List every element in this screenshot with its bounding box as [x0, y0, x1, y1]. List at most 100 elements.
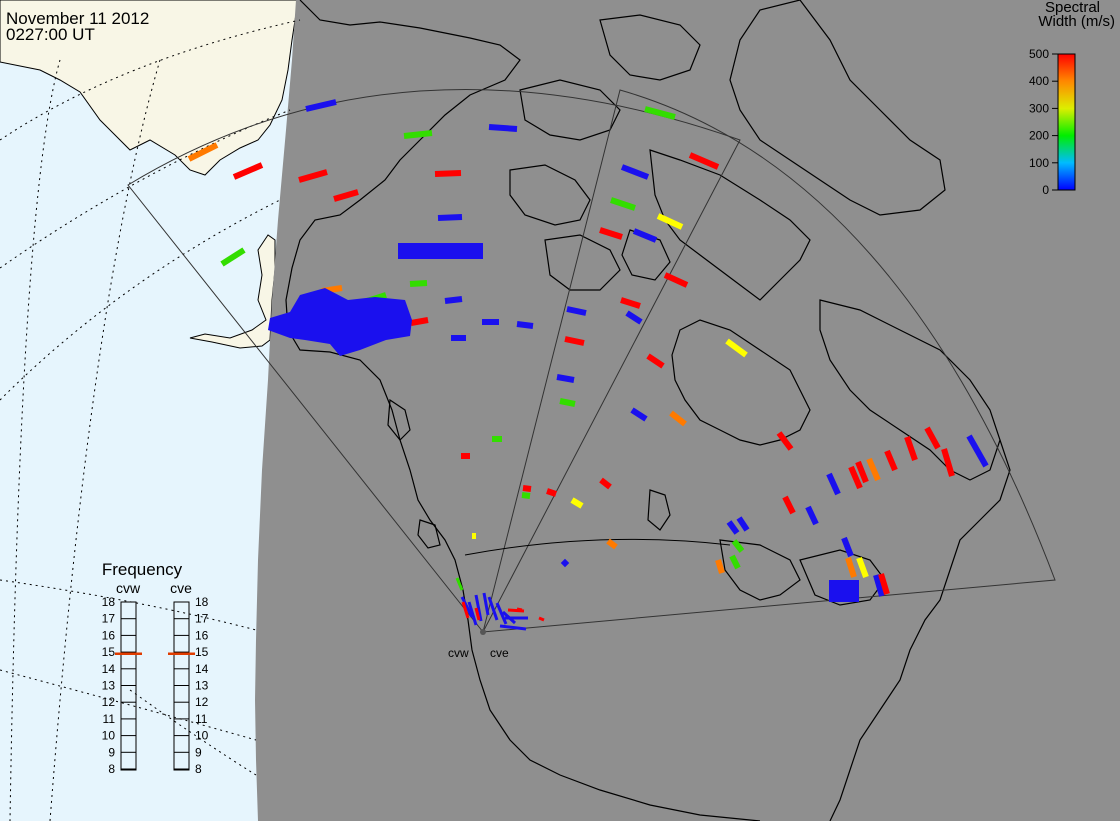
backscatter-echoes: [187, 99, 989, 631]
echo-bar: [298, 169, 328, 183]
echo-bar: [516, 321, 534, 329]
echo-bar: [437, 214, 463, 221]
colorbar-gradient: [1057, 53, 1076, 191]
echo-bar: [826, 472, 841, 496]
echo-bar: [566, 306, 587, 316]
frequency-scale-label: 8: [108, 762, 115, 776]
colorbar-title-line2: Width (m/s): [1038, 13, 1115, 30]
echo-near-range: [455, 577, 464, 591]
echo-bar: [403, 130, 433, 139]
echo-near-range: [467, 601, 478, 626]
west-coast-islands: [387, 398, 441, 549]
frequency-scale-label: 11: [195, 712, 208, 726]
echo-near-range: [538, 616, 545, 622]
echo-bar: [434, 170, 462, 177]
echo-bar: [559, 398, 576, 407]
echo-bar: [873, 574, 885, 597]
frequency-scale-label: 13: [102, 679, 116, 693]
echo-bar: [782, 495, 796, 515]
echo-bar: [878, 573, 890, 595]
echo-bar: [232, 162, 264, 180]
frequency-scale-label: 16: [102, 628, 116, 642]
frequency-scale-label: 11: [103, 712, 116, 726]
echo-bar: [630, 407, 648, 422]
frequency-scale-label: 14: [195, 662, 209, 676]
frequency-scale-label: 15: [195, 645, 209, 659]
colorbar-tick-label: 200: [1029, 129, 1049, 143]
echo-bar: [845, 557, 857, 578]
echo-bar: [805, 505, 819, 526]
frequency-scale-label: 15: [102, 645, 116, 659]
echo-bar: [333, 189, 359, 202]
coast-hudson-bay: [671, 319, 811, 446]
colorbar-tick-label: 500: [1029, 47, 1049, 61]
frequency-scale-label: 13: [195, 679, 209, 693]
echo-bar: [669, 410, 687, 427]
frequency-label-cve: cve: [170, 580, 192, 596]
echo-bar: [521, 492, 531, 499]
coast-baffin: [649, 149, 811, 301]
colorbar-tick-label: 0: [1042, 183, 1049, 197]
echo-bar: [564, 336, 585, 346]
land-day-siberia: [0, 0, 301, 176]
echo-bar: [848, 465, 863, 490]
echo-bar: [187, 142, 219, 162]
arctic-islands-4: [544, 234, 621, 291]
echo-bar: [726, 520, 740, 535]
site-label-cve: cve: [490, 646, 509, 660]
frequency-scale-label: 17: [102, 612, 116, 626]
echo-bar: [546, 488, 557, 497]
echo-bar: [855, 460, 869, 484]
echo-bar: [599, 477, 612, 490]
echo-near-range: [487, 596, 499, 621]
echo-bar: [841, 536, 854, 558]
coast-east-us: [829, 439, 1011, 821]
cve-fov: [482, 89, 1056, 633]
echo-bar: [620, 164, 650, 180]
echo-near-range: [499, 624, 527, 631]
echo-bar: [729, 554, 741, 570]
echo-bar: [444, 296, 463, 304]
site-label-cvw: cvw: [448, 646, 469, 660]
echo-bar: [488, 124, 518, 132]
coast-alaska-canada: [285, 0, 761, 821]
frequency-scales: 18 17 16 15 14 13 12 11 10 9 8 18 17 16 15 14 13 12 11 10 9 8: [102, 595, 209, 776]
echo-bar: [646, 353, 665, 369]
echo-bar: [620, 297, 641, 309]
echo-near-range: [460, 596, 474, 618]
frequency-scale-label: 9: [195, 745, 202, 759]
echo-bar: [776, 431, 794, 451]
echo-bar: [924, 426, 941, 450]
echo-bar: [522, 485, 532, 492]
echo-bar: [884, 449, 898, 472]
frequency-scale-label: 18: [102, 595, 116, 609]
echo-bar: [663, 272, 689, 288]
echo-bar: [644, 106, 676, 120]
echo-bar: [725, 338, 748, 358]
fov-range-arc: [464, 538, 731, 556]
frequency-panel: Frequency cvw cve 1817161514131211109818…: [102, 560, 209, 776]
frequency-scale-label: 16: [195, 628, 209, 642]
radar-site-marker: [480, 629, 486, 635]
echo-block-north: [398, 243, 483, 259]
echo-bar: [220, 247, 246, 267]
arctic-islands-3: [509, 164, 591, 226]
colorbar-tick-label: 400: [1029, 74, 1049, 88]
echo-bar: [610, 197, 636, 211]
colorbar-tick-label: 100: [1029, 156, 1049, 170]
frequency-scale-label: 12: [102, 695, 116, 709]
header-date: November 11 2012: [6, 9, 149, 28]
echo-point: [560, 558, 570, 568]
header-time: 0227:00 UT: [6, 25, 95, 44]
echo-bar: [966, 434, 989, 468]
frequency-scale-label: 14: [102, 662, 116, 676]
echo-bar: [731, 539, 745, 553]
coast-greenland: [729, 0, 946, 216]
frequency-scale-label: 12: [195, 695, 209, 709]
echo-block-lakes: [829, 580, 859, 602]
colorbar: Spectral Width (m/s) 500 400 300 200 100 0: [1029, 0, 1115, 197]
echo-near-range: [474, 594, 483, 622]
echo-bar: [941, 448, 955, 477]
